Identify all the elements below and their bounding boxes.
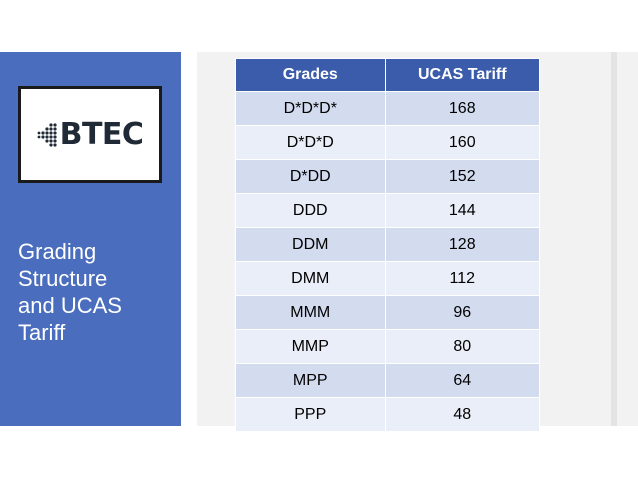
tariff-cell: 128: [384, 227, 541, 262]
grade-cell: DMM: [235, 261, 386, 296]
table-row: PPP 48: [235, 397, 541, 432]
table-row: DDD 144: [235, 193, 541, 228]
tariff-cell: 80: [384, 329, 541, 364]
tariff-cell: 64: [384, 363, 541, 398]
tariff-cell: 152: [384, 159, 541, 194]
tariff-cell: 96: [384, 295, 541, 330]
grade-cell: MMP: [235, 329, 386, 364]
grade-cell: D*DD: [235, 159, 386, 194]
table-row: D*D*D* 168: [235, 91, 541, 126]
table-row: DDM 128: [235, 227, 541, 262]
table-row: D*DD 152: [235, 159, 541, 194]
grade-cell: PPP: [235, 397, 386, 432]
dot-matrix-icon: [37, 122, 57, 147]
table-row: MMM 96: [235, 295, 541, 330]
right-edge-bar: [611, 52, 617, 426]
slide-title-line: Tariff: [18, 320, 66, 345]
slide-title-line: Grading: [18, 239, 97, 264]
grade-cell: MPP: [235, 363, 386, 398]
table-header-row: Grades UCAS Tariff: [235, 58, 541, 92]
table-row: D*D*D 160: [235, 125, 541, 160]
tariff-cell: 48: [384, 397, 541, 432]
grade-cell: D*D*D: [235, 125, 386, 160]
logo-wordmark: BTEC: [59, 117, 144, 152]
tariff-cell: 144: [384, 193, 541, 228]
tariff-cell: 160: [384, 125, 541, 160]
grade-cell: DDM: [235, 227, 386, 262]
slide-title: Grading Structure and UCAS Tariff: [18, 238, 168, 346]
header-grades: Grades: [235, 58, 386, 92]
grade-cell: D*D*D*: [235, 91, 386, 126]
table-row: MPP 64: [235, 363, 541, 398]
slide-title-line: Structure: [18, 266, 108, 291]
slide-title-line: and UCAS: [18, 293, 122, 318]
grade-cell: MMM: [235, 295, 386, 330]
divider-strip: [181, 52, 197, 426]
table-row: DMM 112: [235, 261, 541, 296]
header-ucas-tariff: UCAS Tariff: [384, 58, 541, 92]
tariff-cell: 112: [384, 261, 541, 296]
table-row: MMP 80: [235, 329, 541, 364]
grades-tariff-table: Grades UCAS Tariff D*D*D* 168 D*D*D 160 …: [235, 58, 541, 432]
grade-cell: DDD: [235, 193, 386, 228]
btec-logo: BTEC: [18, 86, 162, 183]
tariff-cell: 168: [384, 91, 541, 126]
